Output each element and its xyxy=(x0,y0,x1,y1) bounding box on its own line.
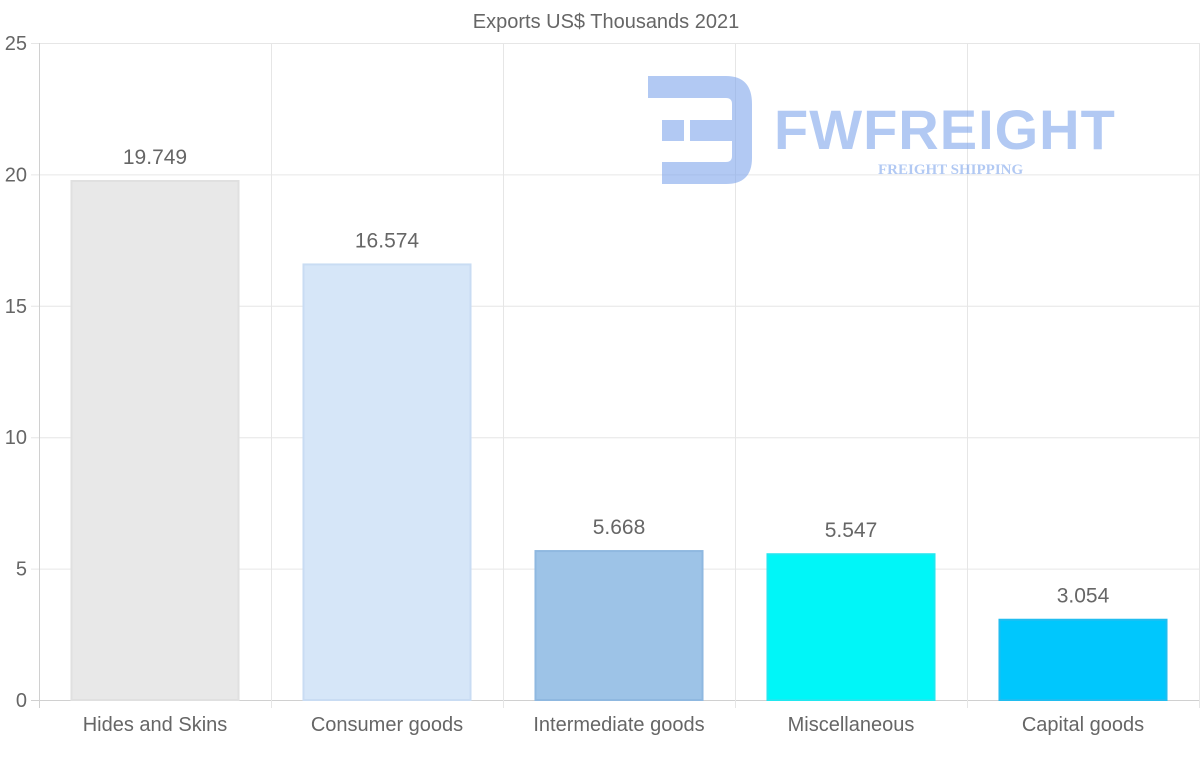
labels-layer: 19.749 16.574 5.668 5.547 3.054 xyxy=(123,146,1110,608)
x-tick-label: Capital goods xyxy=(1022,714,1144,736)
bar-value-label: 5.547 xyxy=(825,519,878,542)
fwfreight-logo-icon xyxy=(648,76,752,184)
bar-miscellaneous xyxy=(766,553,936,702)
y-tick-label: 10 xyxy=(5,427,27,449)
bar-capital-goods xyxy=(998,618,1168,702)
y-tick-label: 0 xyxy=(16,690,27,712)
bar-value-label: 3.054 xyxy=(1057,585,1110,608)
y-tick-label: 20 xyxy=(5,164,27,186)
y-tick-label: 5 xyxy=(16,559,27,581)
bar-value-label: 16.574 xyxy=(355,229,420,252)
x-tick-label: Hides and Skins xyxy=(83,714,228,736)
bar-value-label: 5.668 xyxy=(593,516,646,539)
x-tick-label: Miscellaneous xyxy=(788,714,915,736)
bar-consumer-goods xyxy=(302,263,472,701)
fwfreight-watermark: FWFREIGHT FREIGHT SHIPPING xyxy=(648,76,1116,184)
bar-hides-and-skins xyxy=(70,179,240,701)
chart-title: Exports US$ Thousands 2021 xyxy=(473,11,739,33)
y-tick-label: 15 xyxy=(5,296,27,318)
bar-value-label: 19.749 xyxy=(123,146,187,169)
watermark-tagline: FREIGHT SHIPPING xyxy=(878,162,1023,178)
bars-layer xyxy=(70,179,1168,702)
axis-layer: 0 5 10 15 20 25 Hides and Skins Consumer goods I… xyxy=(5,33,1144,736)
x-tick-label: Consumer goods xyxy=(311,714,463,736)
bar-intermediate-goods xyxy=(534,550,704,702)
y-tick-label: 25 xyxy=(5,33,27,55)
watermark-brand-name: FWFREIGHT xyxy=(774,98,1116,161)
x-tick-label: Intermediate goods xyxy=(533,714,704,736)
